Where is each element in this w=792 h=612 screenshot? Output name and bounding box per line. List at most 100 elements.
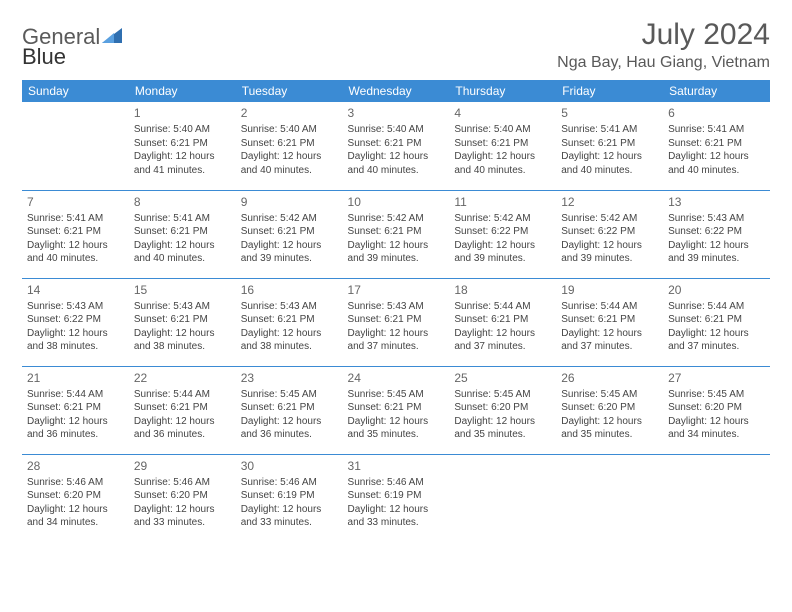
day-number: 22 <box>134 370 231 386</box>
calendar-day-cell: 5Sunrise: 5:41 AMSunset: 6:21 PMDaylight… <box>556 102 663 190</box>
daylight-line: Daylight: 12 hours and 37 minutes. <box>561 327 658 354</box>
calendar-day-cell: 21Sunrise: 5:44 AMSunset: 6:21 PMDayligh… <box>22 366 129 454</box>
sunset-line: Sunset: 6:20 PM <box>561 401 658 415</box>
calendar-day-cell <box>663 454 770 542</box>
logo-word-2: Blue <box>22 44 66 69</box>
daylight-line: Daylight: 12 hours and 33 minutes. <box>348 503 445 530</box>
calendar-week-row: 28Sunrise: 5:46 AMSunset: 6:20 PMDayligh… <box>22 454 770 542</box>
sunrise-line: Sunrise: 5:40 AM <box>134 123 231 137</box>
calendar-day-cell <box>556 454 663 542</box>
daylight-line: Daylight: 12 hours and 38 minutes. <box>241 327 338 354</box>
daylight-line: Daylight: 12 hours and 37 minutes. <box>348 327 445 354</box>
calendar-day-cell: 11Sunrise: 5:42 AMSunset: 6:22 PMDayligh… <box>449 190 556 278</box>
day-number: 2 <box>241 105 338 121</box>
daylight-line: Daylight: 12 hours and 35 minutes. <box>561 415 658 442</box>
sunset-line: Sunset: 6:21 PM <box>348 137 445 151</box>
calendar-day-cell: 26 Sunrise: 5:45 AMSunset: 6:20 PMDayligh… <box>556 366 663 454</box>
sunset-line: Sunset: 6:19 PM <box>348 489 445 503</box>
day-number: 27 <box>668 370 765 386</box>
day-number: 9 <box>241 194 338 210</box>
day-number: 6 <box>668 105 765 121</box>
day-number: 19 <box>561 282 658 298</box>
sunrise-line: Sunrise: 5:40 AM <box>454 123 551 137</box>
sunset-line: Sunset: 6:21 PM <box>454 313 551 327</box>
calendar-day-cell: 28Sunrise: 5:46 AMSunset: 6:20 PMDayligh… <box>22 454 129 542</box>
daylight-line: Daylight: 12 hours and 41 minutes. <box>134 150 231 177</box>
day-number: 30 <box>241 458 338 474</box>
sunset-line: Sunset: 6:21 PM <box>241 225 338 239</box>
daylight-line: Daylight: 12 hours and 33 minutes. <box>241 503 338 530</box>
daylight-line: Daylight: 12 hours and 40 minutes. <box>454 150 551 177</box>
calendar-day-cell: 10Sunrise: 5:42 AMSunset: 6:21 PMDayligh… <box>343 190 450 278</box>
calendar-day-cell: 3Sunrise: 5:40 AMSunset: 6:21 PMDaylight… <box>343 102 450 190</box>
calendar-week-row: 21Sunrise: 5:44 AMSunset: 6:21 PMDayligh… <box>22 366 770 454</box>
sunrise-line: Sunrise: 5:40 AM <box>348 123 445 137</box>
sunrise-line: Sunrise: 5:46 AM <box>134 476 231 490</box>
calendar-day-cell: 1 Sunrise: 5:40 AMSunset: 6:21 PMDaylight… <box>129 102 236 190</box>
sunset-line: Sunset: 6:21 PM <box>27 225 124 239</box>
sunset-line: Sunset: 6:21 PM <box>134 137 231 151</box>
day-number: 1 <box>134 105 231 121</box>
daylight-line: Daylight: 12 hours and 35 minutes. <box>454 415 551 442</box>
daylight-line: Daylight: 12 hours and 39 minutes. <box>348 239 445 266</box>
month-title: July 2024 <box>557 18 770 52</box>
day-number: 14 <box>27 282 124 298</box>
sunrise-line: Sunrise: 5:42 AM <box>454 212 551 226</box>
sunset-line: Sunset: 6:20 PM <box>668 401 765 415</box>
calendar-day-cell: 15Sunrise: 5:43 AMSunset: 6:21 PMDayligh… <box>129 278 236 366</box>
calendar-day-cell: 24Sunrise: 5:45 AMSunset: 6:21 PMDayligh… <box>343 366 450 454</box>
sunrise-line: Sunrise: 5:44 AM <box>134 388 231 402</box>
weekday-header: Wednesday <box>343 80 450 102</box>
sunrise-line: Sunrise: 5:42 AM <box>348 212 445 226</box>
sunset-line: Sunset: 6:21 PM <box>134 401 231 415</box>
sunrise-line: Sunrise: 5:41 AM <box>668 123 765 137</box>
sunset-line: Sunset: 6:19 PM <box>241 489 338 503</box>
daylight-line: Daylight: 12 hours and 34 minutes. <box>668 415 765 442</box>
daylight-line: Daylight: 12 hours and 38 minutes. <box>134 327 231 354</box>
sunset-line: Sunset: 6:21 PM <box>241 401 338 415</box>
daylight-line: Daylight: 12 hours and 38 minutes. <box>27 327 124 354</box>
sunrise-line: Sunrise: 5:43 AM <box>668 212 765 226</box>
daylight-line: Daylight: 12 hours and 34 minutes. <box>27 503 124 530</box>
sunrise-line: Sunrise: 5:42 AM <box>561 212 658 226</box>
daylight-line: Daylight: 12 hours and 37 minutes. <box>454 327 551 354</box>
daylight-line: Daylight: 12 hours and 40 minutes. <box>241 150 338 177</box>
weekday-header-row: Sunday Monday Tuesday Wednesday Thursday… <box>22 80 770 102</box>
sunrise-line: Sunrise: 5:41 AM <box>134 212 231 226</box>
sunrise-line: Sunrise: 5:45 AM <box>668 388 765 402</box>
sunset-line: Sunset: 6:21 PM <box>561 313 658 327</box>
calendar-week-row: 1Sunrise: 5:40 AMSunset: 6:21 PMDaylight… <box>22 102 770 190</box>
calendar-week-row: 7Sunrise: 5:41 AMSunset: 6:21 PMDaylight… <box>22 190 770 278</box>
sunrise-line: Sunrise: 5:45 AM <box>561 388 658 402</box>
calendar-day-cell: 22Sunrise: 5:44 AMSunset: 6:21 PMDayligh… <box>129 366 236 454</box>
calendar-day-cell: 18Sunrise: 5:44 AMSunset: 6:21 PMDayligh… <box>449 278 556 366</box>
weekday-header: Saturday <box>663 80 770 102</box>
sunset-line: Sunset: 6:21 PM <box>241 137 338 151</box>
sunrise-line: Sunrise: 5:46 AM <box>348 476 445 490</box>
logo-sail-icon <box>102 28 124 46</box>
daylight-line: Daylight: 12 hours and 40 minutes. <box>668 150 765 177</box>
weekday-header: Tuesday <box>236 80 343 102</box>
day-number: 26 <box>561 370 658 386</box>
sunrise-line: Sunrise: 5:45 AM <box>454 388 551 402</box>
calendar-table: Sunday Monday Tuesday Wednesday Thursday… <box>22 80 770 542</box>
calendar-day-cell: 13Sunrise: 5:43 AMSunset: 6:22 PMDayligh… <box>663 190 770 278</box>
calendar-day-cell: 2Sunrise: 5:40 AMSunset: 6:21 PMDaylight… <box>236 102 343 190</box>
calendar-week-row: 14Sunrise: 5:43 AMSunset: 6:22 PMDayligh… <box>22 278 770 366</box>
sunset-line: Sunset: 6:20 PM <box>454 401 551 415</box>
day-number: 25 <box>454 370 551 386</box>
sunset-line: Sunset: 6:22 PM <box>668 225 765 239</box>
day-number: 17 <box>348 282 445 298</box>
weekday-header: Monday <box>129 80 236 102</box>
calendar-day-cell: 8Sunrise: 5:41 AMSunset: 6:21 PMDaylight… <box>129 190 236 278</box>
daylight-line: Daylight: 12 hours and 39 minutes. <box>561 239 658 266</box>
sunrise-line: Sunrise: 5:43 AM <box>348 300 445 314</box>
sunrise-line: Sunrise: 5:44 AM <box>27 388 124 402</box>
sunset-line: Sunset: 6:21 PM <box>348 313 445 327</box>
sunset-line: Sunset: 6:20 PM <box>134 489 231 503</box>
calendar-day-cell: 29Sunrise: 5:46 AMSunset: 6:20 PMDayligh… <box>129 454 236 542</box>
calendar-day-cell: 25 Sunrise: 5:45 AMSunset: 6:20 PMDayligh… <box>449 366 556 454</box>
daylight-line: Daylight: 12 hours and 39 minutes. <box>668 239 765 266</box>
sunrise-line: Sunrise: 5:45 AM <box>241 388 338 402</box>
sunset-line: Sunset: 6:21 PM <box>668 313 765 327</box>
